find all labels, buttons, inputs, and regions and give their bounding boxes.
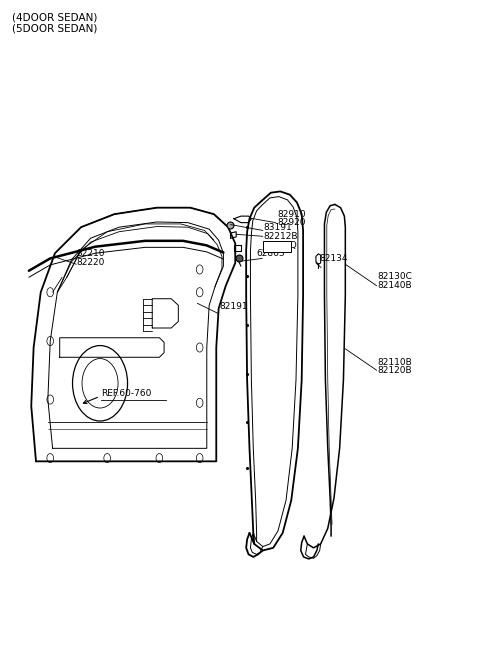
Text: 82110B: 82110B [378, 358, 412, 367]
Text: 62863: 62863 [257, 249, 285, 258]
Text: 82910: 82910 [277, 210, 306, 218]
Text: 82140B: 82140B [378, 281, 412, 289]
Text: 82920: 82920 [277, 218, 305, 227]
Text: REF.60-760: REF.60-760 [101, 389, 152, 398]
Text: 82212B: 82212B [264, 232, 298, 241]
Text: 82120B: 82120B [378, 367, 412, 375]
Text: 82191: 82191 [219, 302, 248, 311]
Text: 82220: 82220 [76, 258, 105, 267]
Text: 82210: 82210 [76, 249, 105, 258]
Text: 83191: 83191 [264, 223, 292, 232]
Text: (5DOOR SEDAN): (5DOOR SEDAN) [12, 24, 97, 33]
Text: 82134: 82134 [320, 254, 348, 263]
Text: 1249LQ: 1249LQ [263, 241, 298, 250]
Text: 82130C: 82130C [378, 272, 412, 281]
Text: (4DOOR SEDAN): (4DOOR SEDAN) [12, 12, 97, 22]
Bar [263, 241, 291, 252]
